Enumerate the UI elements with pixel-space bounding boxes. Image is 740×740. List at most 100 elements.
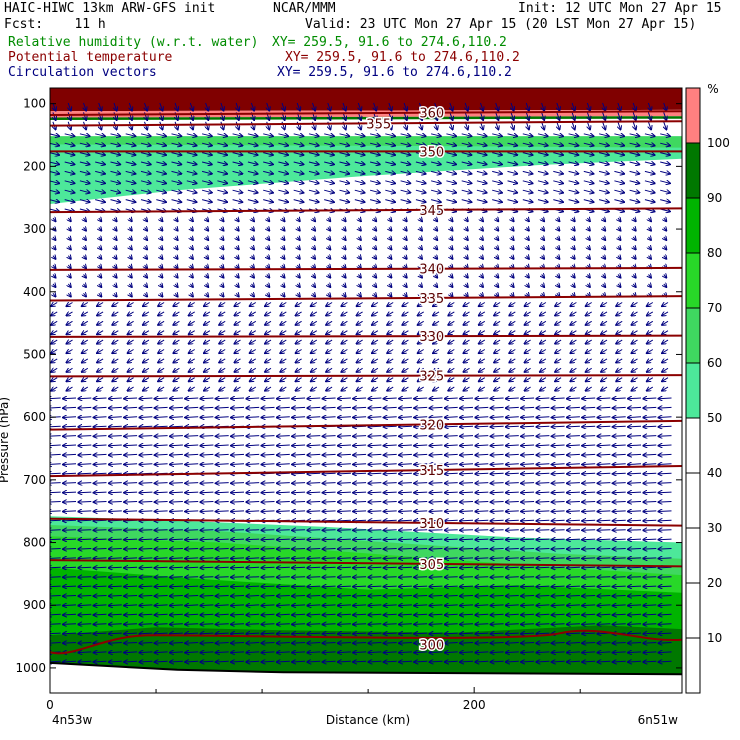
vector-arrow [94,398,107,399]
vector-arrow [353,417,367,418]
vector-arrow [526,112,529,120]
vector-arrow [460,530,474,531]
vector-arrow [323,605,336,606]
vector-arrow [50,162,59,164]
vector-arrow [445,549,458,550]
vector-arrow [251,121,254,130]
x-end-label: 6n51w [638,713,679,727]
vector-arrow [231,436,245,437]
vector-arrow [338,558,351,559]
vector-arrow [521,605,535,606]
vector-arrow [124,549,138,550]
vector-arrow [430,577,443,578]
vector-arrow [353,596,367,597]
vector-arrow [140,162,151,164]
vector-arrow [95,171,105,173]
vector-arrow [613,577,626,578]
vector-arrow [491,502,504,503]
vector-arrow [415,134,426,136]
vector-arrow [460,473,474,474]
vector-arrow [567,464,580,465]
vector-arrow [358,102,361,111]
vector-arrow [369,200,380,203]
vector-arrow [430,190,441,193]
vector-arrow [63,398,77,399]
vector-arrow [567,445,580,446]
vector-arrow [292,511,306,512]
vector-arrow [200,511,214,512]
vector-arrow [78,426,92,427]
vector-arrow [217,153,227,155]
vector-arrow [190,218,193,221]
vector-arrow [323,567,336,568]
vector-arrow [170,539,183,540]
vector-arrow [521,398,535,399]
vector-arrow [353,586,367,587]
vector-arrow [384,549,397,550]
vector-arrow [124,436,138,437]
vector-arrow [64,190,75,193]
vector-arrow [430,492,443,493]
vector-arrow [430,162,441,164]
vector-arrow [445,492,458,493]
vector-arrow [155,483,168,484]
vector-arrow [307,417,321,418]
vector-arrow [435,102,438,111]
vector-arrow [445,643,458,644]
vector-arrow [644,153,655,155]
vector-arrow [475,436,489,437]
vector-arrow [246,614,260,615]
vector-arrow [572,121,575,130]
vector-arrow [262,596,275,597]
vector-arrow [338,483,351,484]
vector-arrow [171,143,182,145]
vector-arrow [109,614,122,615]
vector-arrow [415,171,426,173]
vector-arrow [170,426,183,427]
vector-arrow [170,605,183,606]
vector-arrow [552,520,565,521]
vector-arrow [114,218,117,221]
vector-arrow [628,549,642,550]
vector-arrow [292,614,306,615]
vector-arrow [582,558,596,559]
vector-arrow [369,171,380,173]
vector-arrow [628,445,642,446]
vector-arrow [124,502,138,503]
vector-arrow [308,190,319,193]
vector-arrow [109,511,122,512]
vector-arrow [491,436,504,437]
vector-arrow [170,549,183,550]
vector-arrow [445,558,458,559]
vector-arrow [506,661,519,662]
vector-arrow [175,218,177,221]
vector-arrow [552,454,565,455]
vector-arrow [582,520,596,521]
vector-arrow [216,539,229,540]
vector-arrow [307,464,321,465]
vector-arrow [369,181,380,184]
vector-arrow [603,121,606,130]
vector-arrow [231,407,245,408]
y-tick-label: 200 [23,159,46,173]
vector-arrow [79,153,90,155]
vector-arrow [460,605,474,606]
vector-arrow [124,633,138,634]
vector-arrow [643,549,657,550]
vector-arrow [170,398,183,399]
vector-arrow [95,162,105,164]
vector-arrow [659,436,672,437]
vector-arrow [460,596,474,597]
vector-arrow [368,661,382,662]
vector-arrow [629,190,640,193]
vector-arrow [643,586,657,587]
vector-arrow [78,436,92,437]
vector-arrow [155,558,168,559]
vector-arrow [384,483,397,484]
vector-arrow [415,200,426,203]
vector-arrow [659,398,672,399]
vector-arrow [445,586,458,587]
vector-arrow [399,520,412,521]
vector-arrow [216,643,229,644]
vector-arrow [324,171,334,173]
